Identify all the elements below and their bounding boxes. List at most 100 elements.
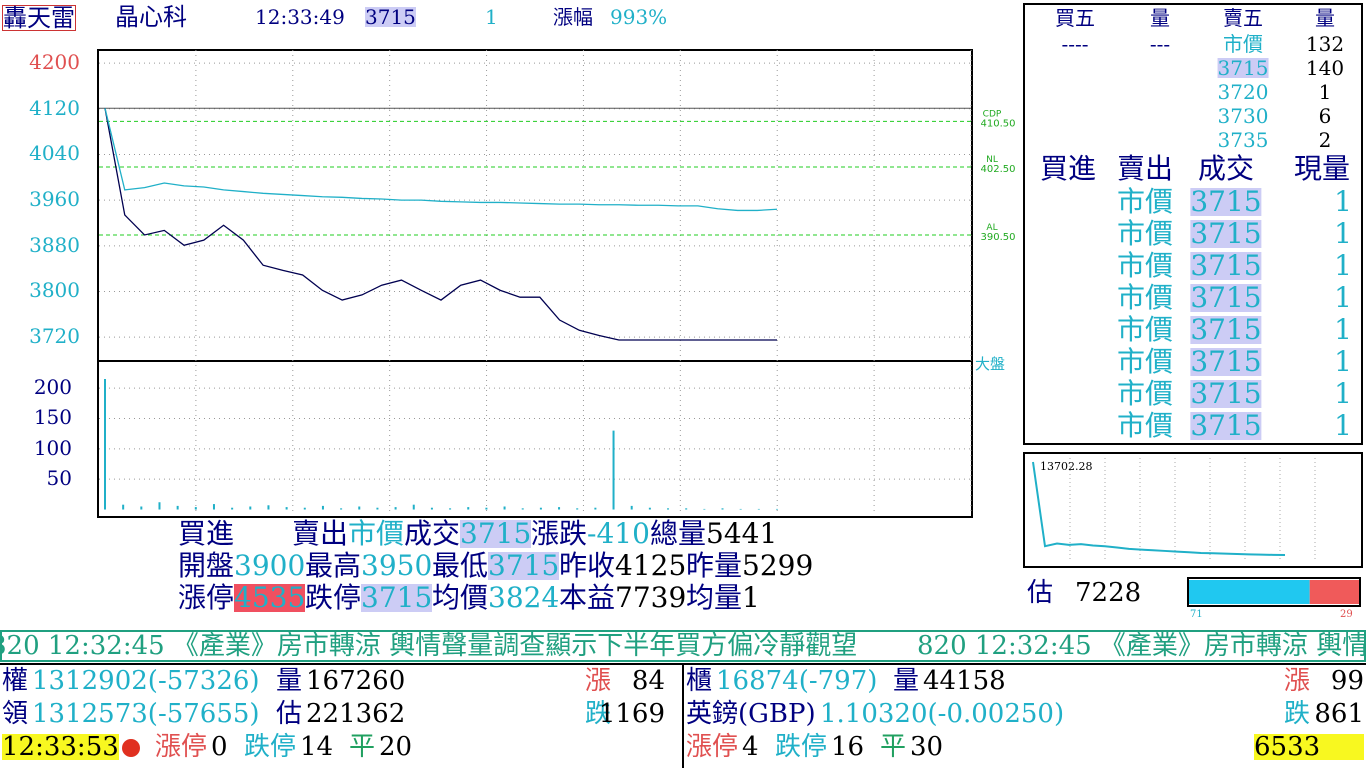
value: 16 (831, 732, 865, 762)
quote-label: 最低 (432, 549, 489, 582)
sell: 市價 (1116, 217, 1174, 250)
y-tick-label: 4200 (29, 50, 80, 75)
quote-value: 5441 (706, 517, 778, 550)
ref-name: CDP (983, 109, 1002, 119)
y-tick-label: 3880 (29, 232, 80, 257)
label: 平 (349, 732, 376, 762)
volume-bar (739, 508, 742, 510)
ref-name: NL (986, 155, 998, 165)
header: 賣出 (1116, 152, 1174, 185)
volume-bar (485, 507, 488, 510)
volume-bar (521, 508, 524, 510)
quote-label: 本益 (559, 581, 616, 614)
index-frame (1023, 452, 1363, 568)
quote-label: 跌停 (305, 581, 362, 614)
ref-label: 402.50 (981, 164, 1016, 175)
value: 1.10320(-0.00250) (820, 699, 1065, 729)
value: 20 (379, 732, 413, 762)
ref-label: 390.50 (981, 232, 1016, 243)
label: 量 (276, 666, 303, 696)
label: 櫃 (686, 666, 713, 696)
volume-bar (594, 507, 597, 510)
sell: 市價 (1116, 249, 1174, 282)
quote-label: 均價 (432, 581, 489, 614)
y-tick-label: 3800 (29, 278, 80, 303)
quote-label: 均量 (686, 581, 743, 614)
ask-price: 3720 (1217, 80, 1269, 104)
ask-qty: 1 (1318, 80, 1332, 104)
quote-value: 5299 (742, 549, 814, 582)
trade-price: 3715 (1190, 281, 1262, 314)
value: 0 (211, 732, 228, 762)
quote-value: 4535 (234, 581, 306, 614)
volume-bar (394, 507, 397, 510)
ticker-text: 820 12:32:45 《產業》房市轉涼 輿情聲量調查顯示下半年買方偏冷靜觀望 (0, 631, 858, 661)
trade-qty: 1 (1334, 377, 1352, 410)
separator (682, 663, 684, 768)
volume-bar (321, 505, 324, 510)
value: 84 (631, 666, 665, 696)
trade-price: 3715 (1190, 185, 1262, 218)
value: 221362 (306, 699, 406, 729)
bar-frame (1187, 577, 1361, 607)
quote-label: 賣出 (292, 517, 349, 550)
quote-label: 昨量 (686, 549, 743, 582)
bid-qty: --- (1149, 32, 1171, 56)
ref-name: AL (986, 223, 997, 233)
quote-value: 4125 (615, 549, 687, 582)
quote-value: 市價 (348, 517, 405, 550)
volume-bar (721, 508, 724, 510)
ask-price: 3735 (1217, 128, 1269, 152)
label: 漲 (585, 666, 612, 696)
label: 估 (276, 699, 303, 729)
market-label: 大盤 (975, 355, 1006, 373)
price-line (104, 108, 777, 341)
quote-label: 漲跌 (531, 517, 588, 550)
status-dot (122, 739, 140, 757)
quote-value: 7739 (615, 581, 687, 614)
volume-bar (104, 379, 106, 510)
qty: 1 (485, 5, 498, 29)
sell: 市價 (1116, 409, 1174, 442)
volume-bar (376, 507, 379, 510)
ask-qty: 6 (1318, 104, 1332, 128)
volume-bar (340, 508, 343, 510)
ask-qty: 140 (1305, 56, 1345, 80)
quote-value: 3715 (361, 581, 433, 614)
value: 44158 (923, 666, 1006, 696)
quote-value: 3824 (488, 581, 560, 614)
value: 167260 (306, 666, 406, 696)
volume-bar (449, 508, 452, 510)
y-tick-label: 200 (33, 375, 72, 400)
quote-label: 買進 (178, 517, 235, 550)
volume-bar (776, 508, 778, 510)
volume-bar (612, 430, 615, 510)
value: 30 (910, 732, 944, 762)
value: 16874(-797) (716, 666, 878, 696)
index-label: 13702.28 (1040, 460, 1093, 473)
ticker-frame (0, 630, 1366, 662)
volume-bar (249, 506, 252, 510)
trade-qty: 1 (1334, 345, 1352, 378)
trade-price: 3715 (1190, 377, 1262, 410)
value: 4 (742, 732, 759, 762)
y-tick-label: 150 (33, 405, 72, 430)
value: 861 (1314, 699, 1364, 729)
ask-price: 3715 (1217, 56, 1269, 80)
app-name: 轟天雷 (2, 4, 76, 32)
label: 平 (880, 732, 907, 762)
header: 成交 (1197, 152, 1255, 185)
quote-label: 總量 (650, 517, 707, 550)
value: 1169 (598, 699, 665, 729)
volume-bar (285, 507, 288, 510)
volume-bar (158, 502, 161, 510)
quote-value: 3715 (488, 549, 560, 582)
label: 英鎊(GBP) (686, 699, 816, 729)
volume-bar (176, 505, 179, 510)
value: 1312573(-57655) (32, 699, 260, 729)
label: 跌停 (775, 732, 828, 762)
value: 12:33:53 (2, 732, 119, 762)
sell: 市價 (1116, 377, 1174, 410)
sell: 市價 (1116, 185, 1174, 218)
